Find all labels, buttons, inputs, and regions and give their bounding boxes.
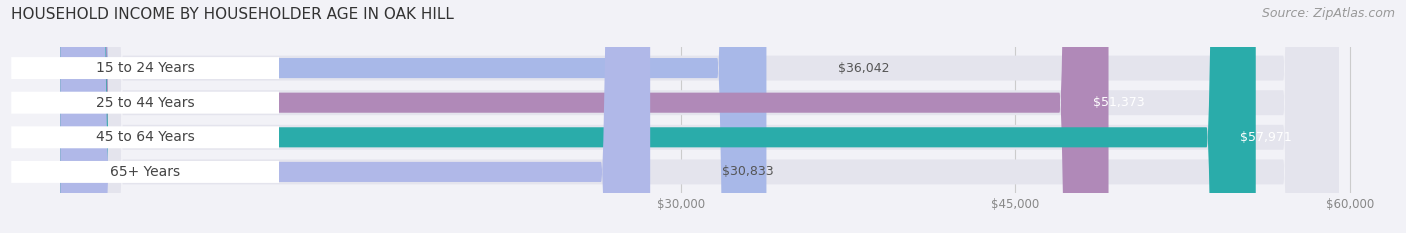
Text: Source: ZipAtlas.com: Source: ZipAtlas.com	[1261, 7, 1395, 20]
FancyBboxPatch shape	[67, 0, 1339, 233]
Text: 65+ Years: 65+ Years	[110, 165, 180, 179]
Text: $51,373: $51,373	[1092, 96, 1144, 109]
FancyBboxPatch shape	[60, 0, 650, 233]
FancyBboxPatch shape	[11, 161, 278, 183]
FancyBboxPatch shape	[11, 126, 278, 148]
Text: HOUSEHOLD INCOME BY HOUSEHOLDER AGE IN OAK HILL: HOUSEHOLD INCOME BY HOUSEHOLDER AGE IN O…	[11, 7, 454, 22]
FancyBboxPatch shape	[11, 92, 278, 114]
FancyBboxPatch shape	[11, 57, 278, 79]
Text: 15 to 24 Years: 15 to 24 Years	[96, 61, 194, 75]
Text: 25 to 44 Years: 25 to 44 Years	[96, 96, 194, 110]
FancyBboxPatch shape	[60, 0, 1108, 233]
Text: $36,042: $36,042	[838, 62, 890, 75]
FancyBboxPatch shape	[67, 0, 1339, 233]
FancyBboxPatch shape	[67, 0, 1339, 233]
FancyBboxPatch shape	[60, 0, 1256, 233]
Text: 45 to 64 Years: 45 to 64 Years	[96, 130, 194, 144]
FancyBboxPatch shape	[60, 0, 766, 233]
Text: $30,833: $30,833	[721, 165, 773, 178]
Text: $57,971: $57,971	[1240, 131, 1292, 144]
FancyBboxPatch shape	[67, 0, 1339, 233]
